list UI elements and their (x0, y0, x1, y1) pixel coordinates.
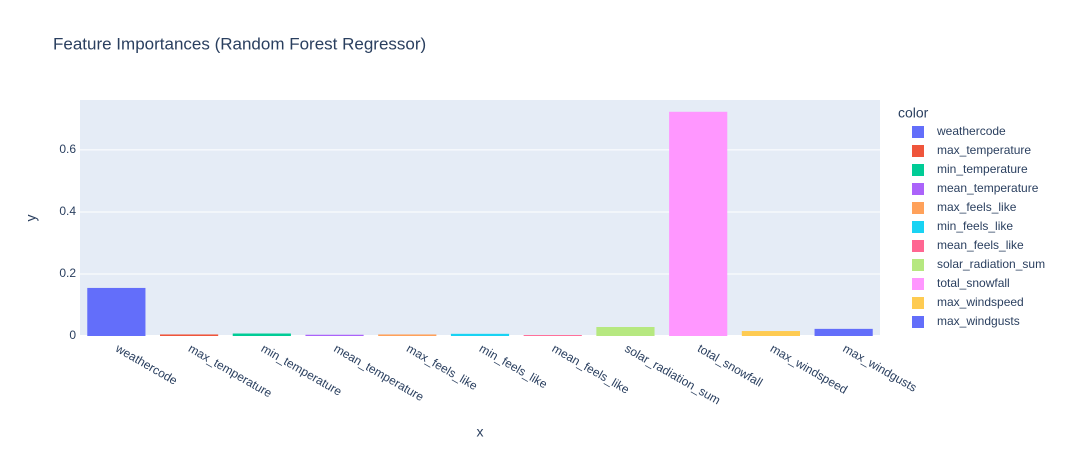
legend-swatch (912, 297, 924, 309)
legend-label: weathercode (936, 124, 1006, 138)
x-tick-label: mean_feels_like (550, 341, 632, 397)
bar (87, 287, 146, 336)
bar (596, 327, 655, 336)
legend-label: mean_temperature (937, 181, 1039, 195)
y-tick-label: 0.6 (59, 142, 76, 156)
legend-swatch (912, 126, 924, 138)
legend-swatch (912, 183, 924, 195)
bar (378, 334, 437, 336)
legend-swatch (912, 221, 924, 233)
legend-title: color (898, 105, 929, 121)
legend-swatch (912, 202, 924, 214)
legend-label: solar_radiation_sum (937, 257, 1045, 271)
plot-area (80, 100, 880, 336)
bar (523, 335, 582, 336)
legend-label: max_windgusts (937, 314, 1020, 328)
legend-label: min_temperature (937, 162, 1028, 176)
y-tick-label: 0.2 (59, 266, 76, 280)
legend-label: max_temperature (937, 143, 1031, 157)
bar (232, 333, 291, 336)
y-axis-title: y (23, 215, 39, 222)
x-tick-label: total_snowfall (695, 341, 765, 389)
legend-swatch (912, 278, 924, 290)
legend-label: mean_feels_like (937, 238, 1024, 252)
legend-swatch (912, 316, 924, 328)
bar (305, 334, 364, 336)
legend-swatch (912, 240, 924, 252)
bar (450, 333, 510, 336)
legend-label: max_windspeed (937, 295, 1024, 309)
bar (160, 334, 219, 336)
legend-swatch (912, 145, 924, 157)
legend-label: total_snowfall (937, 276, 1010, 290)
legend-label: max_feels_like (937, 200, 1017, 214)
bar (741, 331, 800, 336)
bar (814, 328, 873, 336)
chart-title: Feature Importances (Random Forest Regre… (53, 34, 426, 53)
x-tick-label: max_windgusts (841, 341, 920, 394)
legend-swatch (912, 259, 924, 271)
x-axis-title: x (477, 424, 484, 440)
y-tick-label: 0 (69, 328, 76, 342)
x-tick-label: weathercode (112, 341, 180, 388)
bar (669, 111, 728, 337)
x-tick-label: max_windspeed (768, 341, 850, 396)
legend-label: min_feels_like (937, 219, 1013, 233)
x-tick-label: min_feels_like (477, 341, 550, 391)
y-tick-label: 0.4 (59, 204, 76, 218)
legend-swatch (912, 164, 924, 176)
